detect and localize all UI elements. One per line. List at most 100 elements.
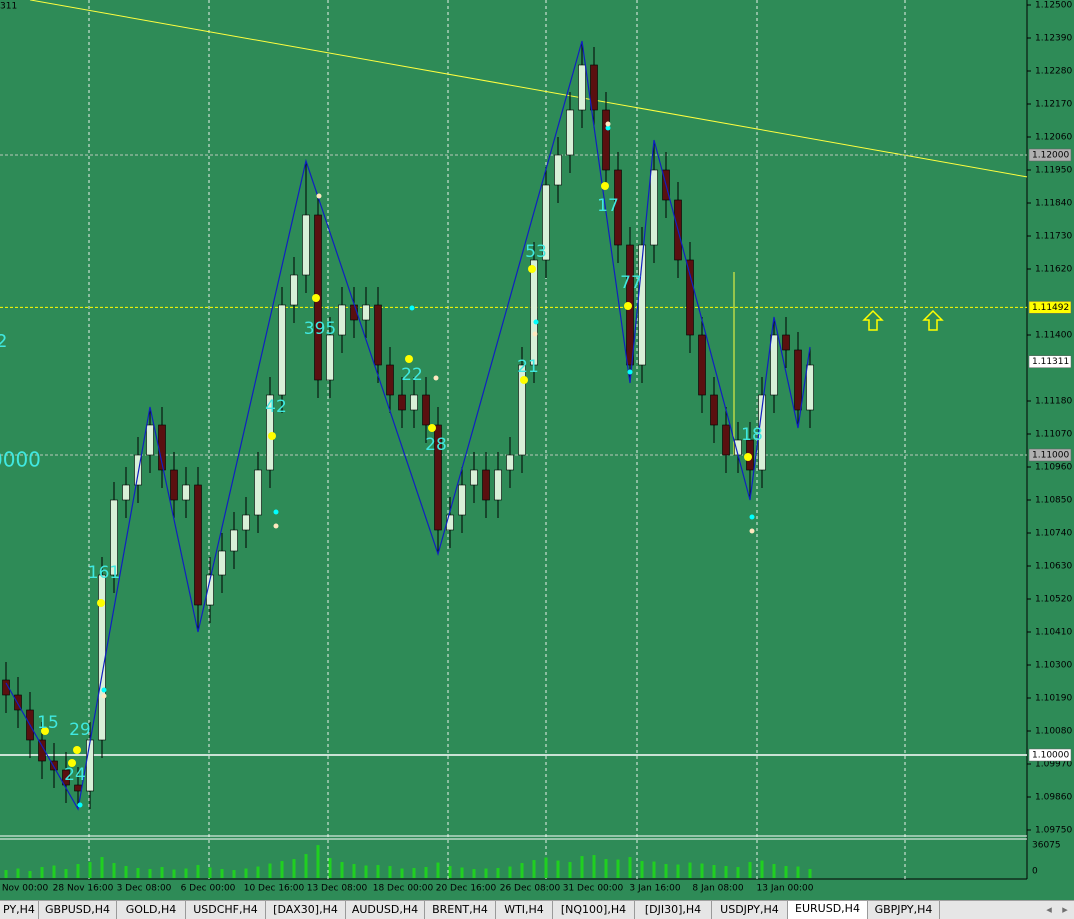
candle-body <box>686 259 694 336</box>
volume-tick-label: 0 <box>1032 867 1038 877</box>
candle-body <box>494 469 502 501</box>
candle-body <box>302 214 310 276</box>
y-tick-label: 1.11070 <box>1035 430 1072 440</box>
y-tick-label: 1.12500 <box>1035 1 1072 11</box>
candle-body <box>422 394 430 426</box>
signal-dot-small <box>749 514 755 520</box>
clipped-label: 0000 <box>0 448 41 472</box>
signal-dot-small <box>273 523 279 529</box>
annotation-label: 28 <box>425 435 447 455</box>
y-tick-label: 1.12170 <box>1035 100 1072 110</box>
y-tick-label: 1.11620 <box>1035 265 1072 275</box>
x-tick-label: 13 Dec 08:00 <box>307 884 368 894</box>
candle-body <box>182 484 190 501</box>
y-tick-label: 1.11950 <box>1035 166 1072 176</box>
y-tick-label: 1.10740 <box>1035 529 1072 539</box>
y-tick-label: 1.10300 <box>1035 661 1072 671</box>
candle-body <box>110 499 118 576</box>
signal-dot <box>97 599 105 607</box>
price-label-box <box>1028 748 1072 762</box>
candle-body <box>794 349 802 411</box>
signal-dot-small <box>605 121 611 127</box>
tab-bar: PY,H4 GBPUSD,H4 GOLD,H4 USDCHF,H4 [DAX30],H4… <box>0 900 1074 919</box>
tab-scroll[interactable]: ◂ <box>1046 903 1052 916</box>
signal-dot-small <box>749 528 755 534</box>
candle-body <box>122 484 130 501</box>
y-tick-label: 1.10190 <box>1035 694 1072 704</box>
chart-tab[interactable]: [DAX30],H4 <box>266 901 346 919</box>
candle-body <box>338 304 346 336</box>
signal-dot-small <box>101 687 107 693</box>
chart-tab[interactable]: BRENT,H4 <box>425 901 496 919</box>
chart-tab[interactable]: PY,H4 <box>0 901 39 919</box>
chart-tab[interactable]: WTI,H4 <box>496 901 553 919</box>
annotation-label: 395 <box>304 319 336 339</box>
chart-tab[interactable]: USDJPY,H4 <box>712 901 788 919</box>
candle-body <box>602 109 610 171</box>
candle-body <box>638 244 646 366</box>
price-label-box <box>1028 148 1072 162</box>
chart-tab[interactable]: GOLD,H4 <box>117 901 186 919</box>
candle-body <box>530 259 538 366</box>
signal-dot-small <box>316 193 322 199</box>
candle-body <box>206 574 214 606</box>
y-tick-label: 1.10630 <box>1035 562 1072 572</box>
price-label-box <box>1028 355 1072 368</box>
x-tick-label: 18 Dec 00:00 <box>373 884 434 894</box>
y-tick-label: 1.10960 <box>1035 463 1072 473</box>
chart-tab[interactable]: GBPUSD,H4 <box>39 901 117 919</box>
candle-body <box>134 454 142 486</box>
annotation-label: 15 <box>37 713 59 733</box>
y-tick-label: 1.11840 <box>1035 199 1072 209</box>
candle-body <box>374 304 382 366</box>
x-tick-label: 3 Jan 16:00 <box>629 884 681 894</box>
candle-body <box>482 469 490 501</box>
candle-body <box>398 394 406 411</box>
signal-dot-small <box>409 305 415 311</box>
chart-tab[interactable]: EURUSD,H4 <box>788 901 868 919</box>
annotation-label: 29 <box>69 720 91 740</box>
signal-dot <box>528 265 536 273</box>
candle-body <box>506 454 514 471</box>
candle-body <box>194 484 202 606</box>
candle-body <box>218 550 226 576</box>
annotation-label: 21 <box>517 357 539 377</box>
chart-tab[interactable]: GBPJPY,H4 <box>868 901 940 919</box>
signal-dot <box>428 424 436 432</box>
annotation-label: 22 <box>401 365 423 385</box>
chart-tab[interactable]: USDCHF,H4 <box>186 901 266 919</box>
chart-tab[interactable]: [DJI30],H4 <box>635 901 712 919</box>
candle-body <box>170 469 178 501</box>
chart-tab[interactable]: AUDUSD,H4 <box>346 901 425 919</box>
x-tick-label: 13 Jan 00:00 <box>757 884 814 894</box>
x-tick-label: 26 Dec 08:00 <box>500 884 561 894</box>
signal-dot <box>73 746 81 754</box>
tab-scroll[interactable]: ▸ <box>1062 903 1068 916</box>
price-label: 1.10000 <box>1032 751 1069 761</box>
candle-body <box>446 514 454 531</box>
y-tick-label: 1.12280 <box>1035 67 1072 77</box>
x-tick-label: 8 Jan 08:00 <box>692 884 744 894</box>
candle-body <box>242 514 250 531</box>
corner-label: 311 <box>0 2 17 12</box>
y-tick-label: 1.09970 <box>1035 760 1072 770</box>
candle-body <box>806 364 814 411</box>
candle-body <box>326 334 334 381</box>
candle-body <box>770 334 778 396</box>
chart-tab[interactable]: [NQ100],H4 <box>553 901 635 919</box>
annotation-label: 42 <box>265 397 287 417</box>
candle-body <box>50 760 58 771</box>
trendline <box>29 0 1028 178</box>
candle-body <box>518 364 526 456</box>
signal-dot-small <box>627 369 633 375</box>
candle-body <box>566 109 574 156</box>
candle-body <box>458 484 466 516</box>
candle-body <box>14 694 22 711</box>
annotation-label: 53 <box>525 242 547 262</box>
annotation-label: 24 <box>64 765 86 785</box>
signal-dot <box>624 302 632 310</box>
price-label-box <box>1028 301 1072 314</box>
candle-body <box>74 784 82 792</box>
candle-body <box>782 334 790 351</box>
